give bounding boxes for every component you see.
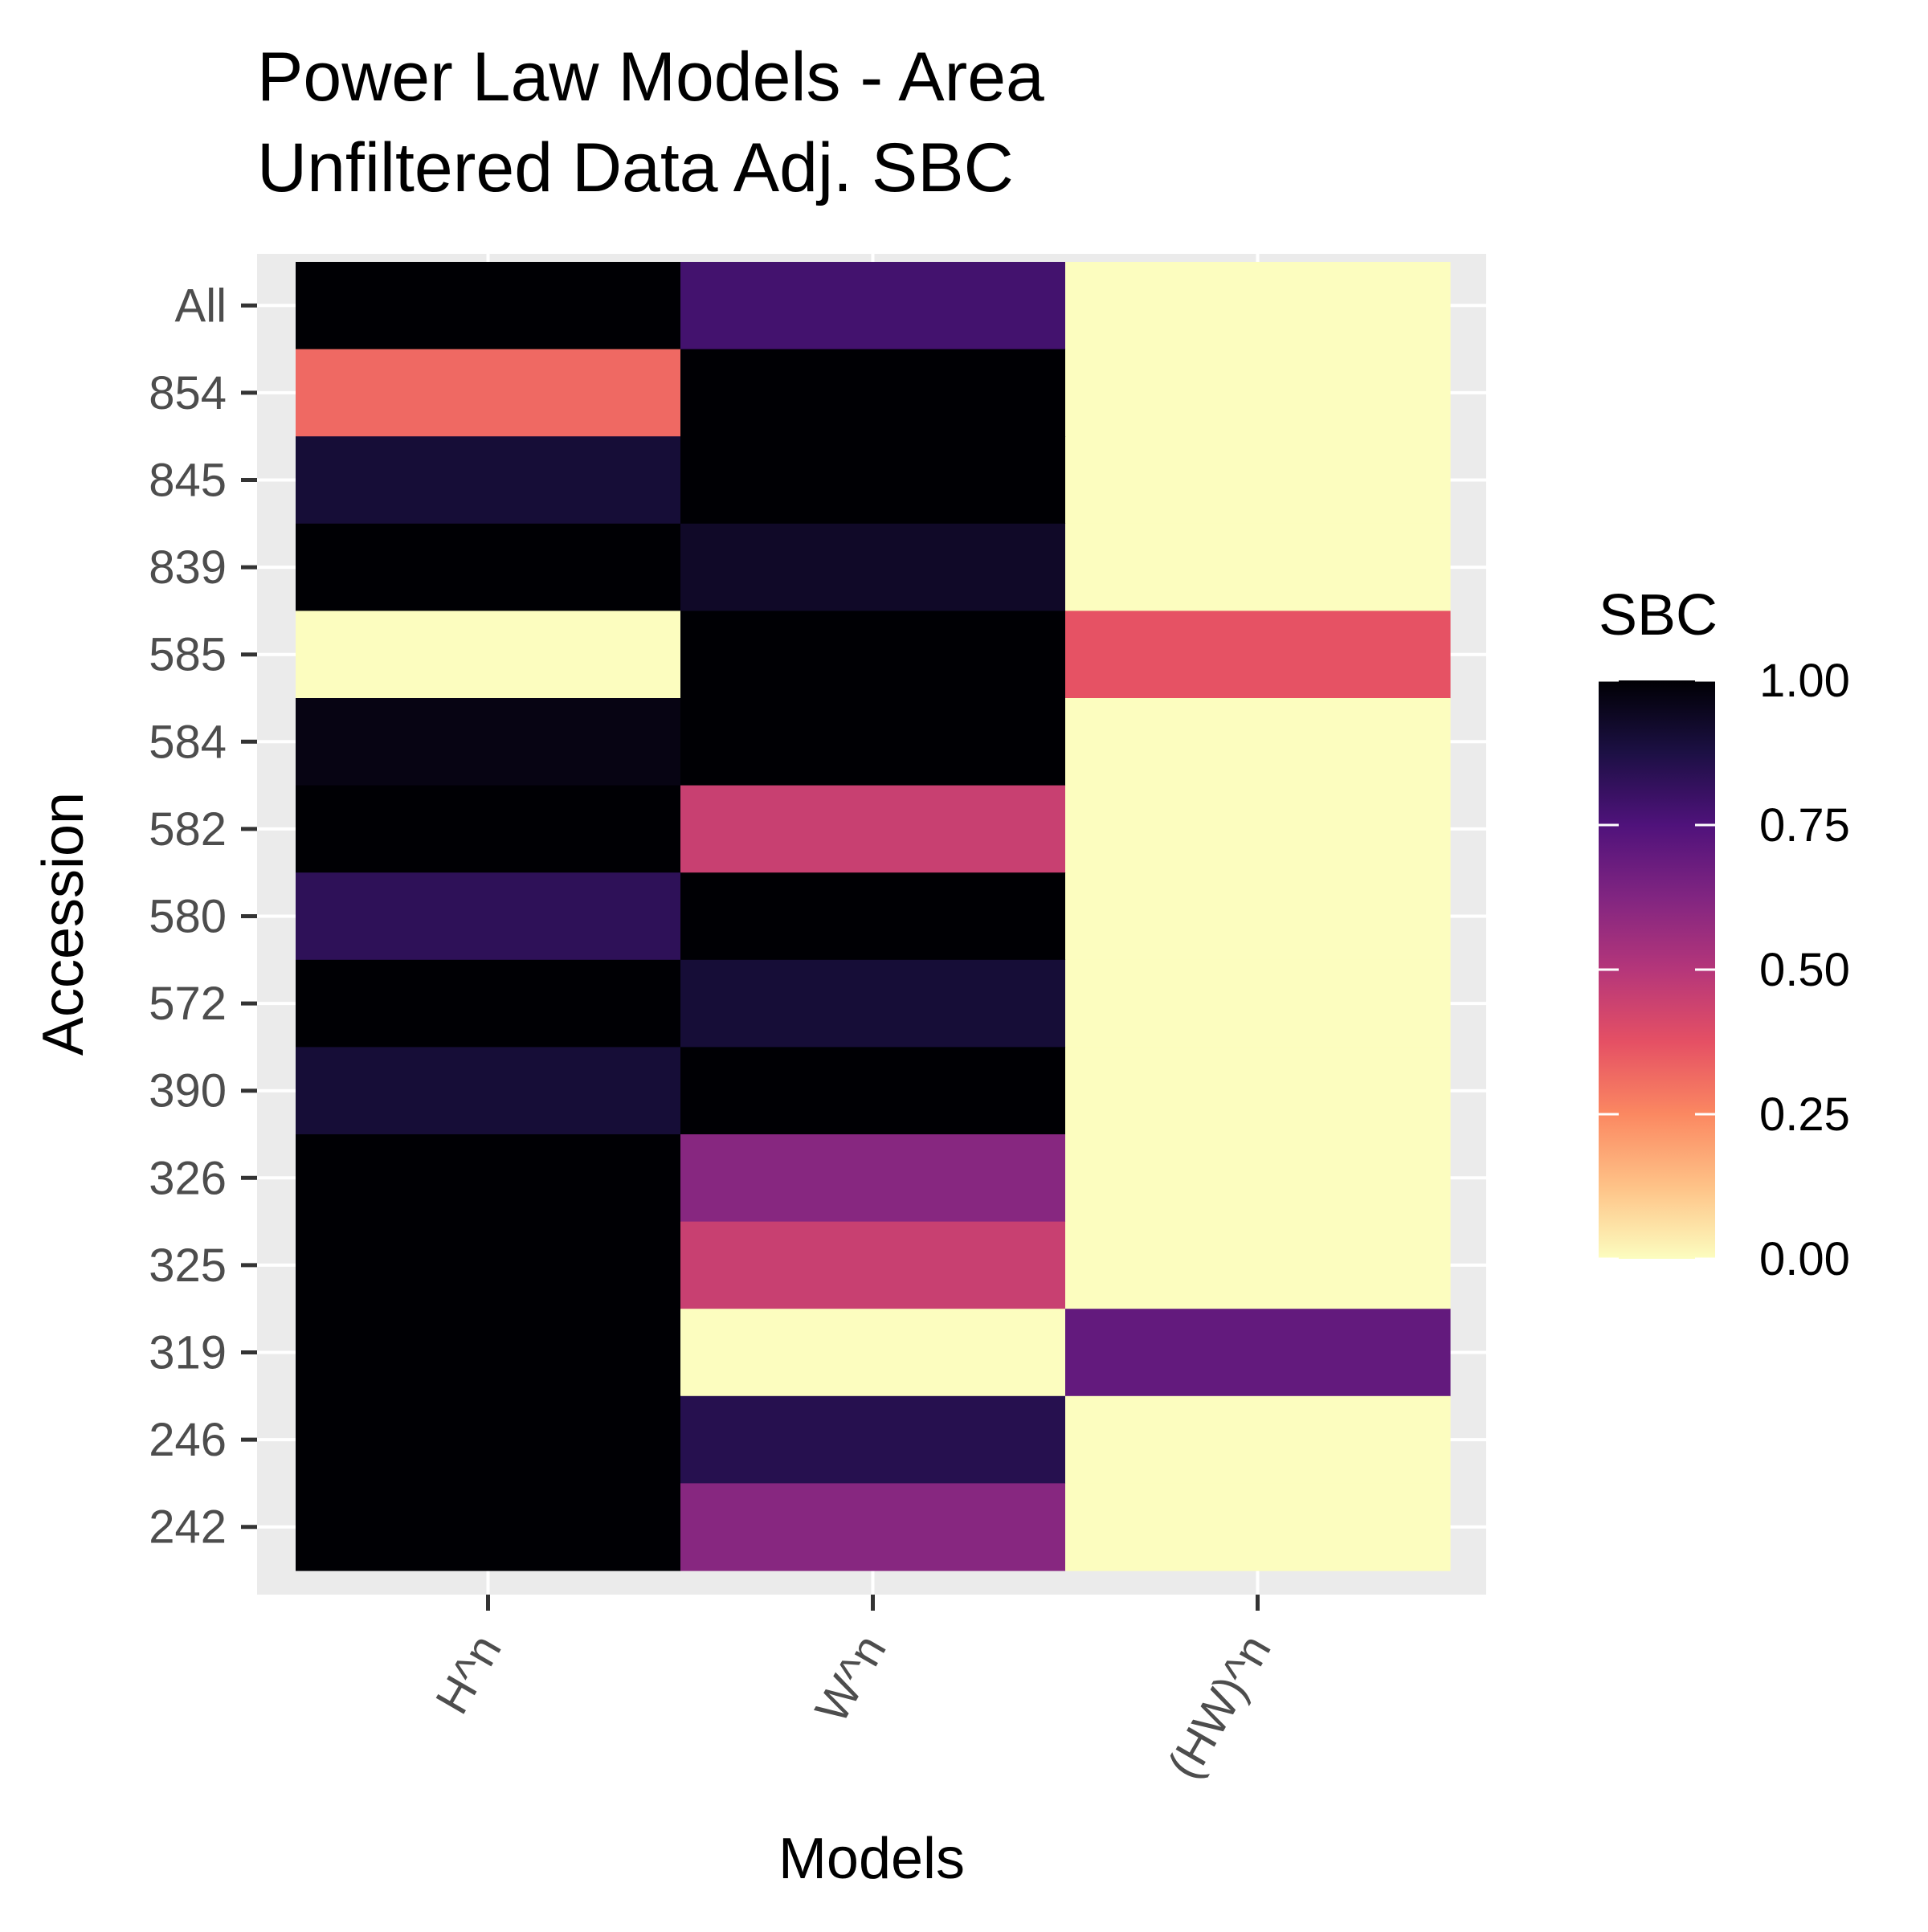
heatmap-tile bbox=[680, 1395, 1066, 1484]
heatmap-tile bbox=[296, 436, 681, 525]
y-tick-label: 390 bbox=[149, 1065, 227, 1117]
y-tick-label: 246 bbox=[149, 1414, 227, 1466]
y-tick-label: 580 bbox=[149, 891, 227, 943]
heatmap-tile bbox=[1065, 1483, 1451, 1571]
heatmap-tile bbox=[1065, 611, 1451, 699]
heatmap-tile bbox=[1065, 436, 1451, 525]
color-legend: SBC 1.00 0.75 0.50 0.25 0.00 bbox=[1599, 583, 1850, 1285]
y-tick-label: 845 bbox=[149, 455, 227, 507]
legend-tick-label: 0.75 bbox=[1759, 799, 1850, 852]
heatmap-tile bbox=[680, 785, 1066, 873]
x-tick-label: W^n bbox=[805, 1626, 896, 1731]
chart-title: Power Law Models - Area Unfiltered Data … bbox=[257, 39, 1044, 206]
y-tick-label: 839 bbox=[149, 541, 227, 594]
heatmap-tile bbox=[680, 436, 1066, 525]
heatmap-tile bbox=[680, 698, 1066, 786]
x-tick-label: (HW)^n bbox=[1158, 1626, 1281, 1787]
legend-tick-label: 1.00 bbox=[1759, 655, 1850, 707]
x-axis-title: Models bbox=[778, 1827, 965, 1891]
legend-tick-label: 0.00 bbox=[1759, 1233, 1850, 1285]
y-tick-label: All bbox=[175, 280, 227, 332]
chart-title-line-1: Power Law Models - Area bbox=[257, 39, 1044, 116]
y-tick-label: 325 bbox=[149, 1240, 227, 1292]
heatmap-tile bbox=[680, 523, 1066, 611]
legend-ticks: 1.00 0.75 0.50 0.25 0.00 bbox=[1599, 655, 1850, 1285]
legend-tick-label: 0.50 bbox=[1759, 944, 1850, 996]
heatmap-tile bbox=[296, 1221, 681, 1309]
heatmap-tile bbox=[680, 1134, 1066, 1223]
heatmap-tile bbox=[1065, 349, 1451, 437]
heatmap-tile bbox=[680, 959, 1066, 1048]
chart-title-line-2: Unfiltered Data Adj. SBC bbox=[257, 129, 1014, 206]
heatmap-tile bbox=[1065, 523, 1451, 611]
legend-tick-label: 0.25 bbox=[1759, 1089, 1850, 1141]
y-tick-label: 319 bbox=[149, 1327, 227, 1379]
heatmap-tile bbox=[1065, 785, 1451, 873]
heatmap-tile bbox=[680, 262, 1066, 350]
heatmap-tile bbox=[680, 872, 1066, 961]
heatmap-tile bbox=[1065, 1395, 1451, 1484]
heatmap-tile bbox=[1065, 262, 1451, 350]
heatmap-tile bbox=[296, 959, 681, 1048]
heatmap-tile bbox=[296, 1047, 681, 1135]
heatmap-tile bbox=[1065, 698, 1451, 786]
heatmap-tile bbox=[296, 611, 681, 699]
y-axis: All 854 845 839 585 584 582 580 572 390 326 325 319 2… bbox=[149, 280, 257, 1554]
heatmap-tile bbox=[296, 523, 681, 611]
heatmap-tile bbox=[680, 1483, 1066, 1571]
heatmap-tile bbox=[1065, 959, 1451, 1048]
y-axis-title: Accession bbox=[31, 792, 96, 1056]
heatmap-tile bbox=[680, 1047, 1066, 1135]
heatmap-tile bbox=[1065, 1134, 1451, 1223]
heatmap-tile bbox=[296, 785, 681, 873]
heatmap-tiles bbox=[296, 262, 1451, 1571]
heatmap-tile bbox=[680, 349, 1066, 437]
y-tick-label: 572 bbox=[149, 978, 227, 1030]
y-tick-label: 242 bbox=[149, 1501, 227, 1554]
heatmap-tile bbox=[296, 1309, 681, 1397]
heatmap-tile bbox=[680, 1221, 1066, 1309]
heatmap-tile bbox=[296, 262, 681, 350]
heatmap-tile bbox=[296, 1483, 681, 1571]
legend-title: SBC bbox=[1599, 583, 1718, 647]
heatmap-tile bbox=[680, 1309, 1066, 1397]
heatmap-tile bbox=[1065, 872, 1451, 961]
heatmap-tile bbox=[296, 872, 681, 961]
x-tick-label: H^n bbox=[426, 1626, 512, 1722]
y-tick-label: 582 bbox=[149, 803, 227, 856]
y-tick-label: 585 bbox=[149, 629, 227, 681]
heatmap-tile bbox=[296, 1395, 681, 1484]
y-tick-label: 584 bbox=[149, 716, 227, 768]
y-tick-label: 854 bbox=[149, 367, 227, 419]
y-tick-label: 326 bbox=[149, 1152, 227, 1204]
heatmap-tile bbox=[1065, 1309, 1451, 1397]
heatmap-tile bbox=[296, 349, 681, 437]
heatmap-tile bbox=[1065, 1047, 1451, 1135]
heatmap-tile bbox=[680, 611, 1066, 699]
heatmap-tile bbox=[1065, 1221, 1451, 1309]
heatmap-tile bbox=[296, 1134, 681, 1223]
heatmap-tile bbox=[296, 698, 681, 786]
x-axis: H^n W^n (HW)^n bbox=[426, 1595, 1281, 1787]
